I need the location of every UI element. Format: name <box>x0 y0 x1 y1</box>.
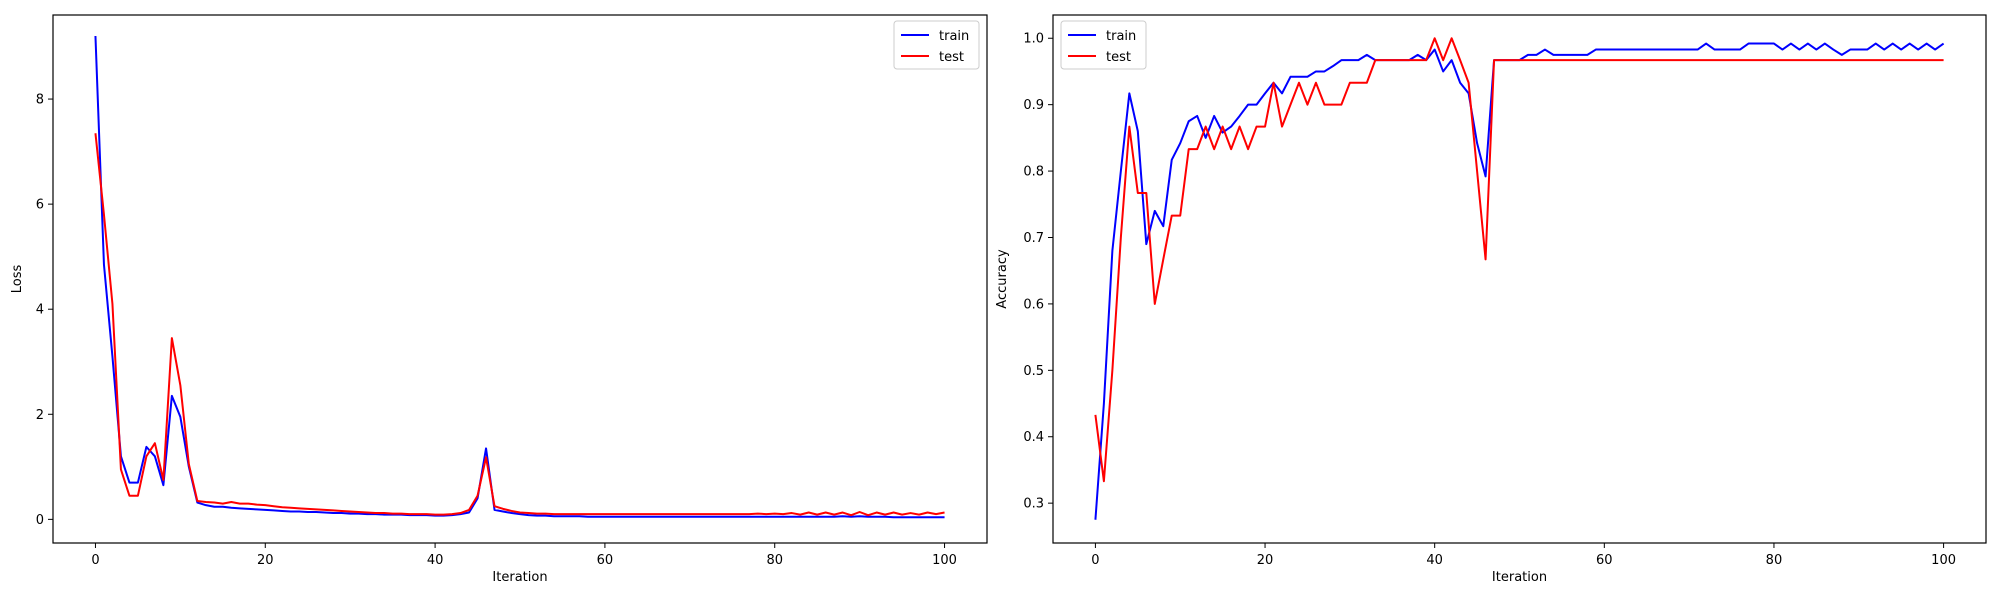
x-axis-label: Iteration <box>1492 570 1547 585</box>
series-line-train <box>94 35 945 519</box>
x-tick-label: 20 <box>1257 553 1274 568</box>
y-tick-label: 8 <box>36 93 44 108</box>
x-tick-label: 40 <box>427 553 444 568</box>
legend-label-test: test <box>1106 50 1131 65</box>
x-tick-label: 100 <box>1931 553 1956 568</box>
x-tick-label: 60 <box>597 553 614 568</box>
y-axis-label: Accuracy <box>995 249 1010 309</box>
y-axis-label: Loss <box>10 265 25 294</box>
y-tick-label: 2 <box>36 408 44 423</box>
series-line-test <box>94 133 945 517</box>
chart-panel-1: 0 20 40 60 80 100 0 2 4 6 8 Iteration Loss train test <box>10 14 988 585</box>
y-tick-label: 0 <box>36 513 44 528</box>
chart-panel-2: 0 20 40 60 80 100 0.3 0.4 0.5 0.6 0.7 0.8 0.9 1.0 Iter… <box>995 14 1987 585</box>
y-tick-label: 0.8 <box>1023 165 1044 180</box>
x-tick-label: 0 <box>91 553 99 568</box>
x-axis-label: Iteration <box>492 570 547 585</box>
x-tick-label: 20 <box>257 553 274 568</box>
y-tick-label: 1.0 <box>1023 32 1044 47</box>
plot-frame <box>52 14 988 544</box>
x-tick-label: 60 <box>1596 553 1613 568</box>
legend-label-train: train <box>1106 29 1136 44</box>
legend-label-test: test <box>939 50 964 65</box>
x-tick-label: 100 <box>932 553 957 568</box>
y-tick-label: 0.4 <box>1023 430 1044 445</box>
x-tick-label: 40 <box>1426 553 1443 568</box>
y-tick-label: 0.6 <box>1023 297 1044 312</box>
series-line-train <box>1094 42 1945 520</box>
plot-frame <box>1052 14 1987 544</box>
legend: train test <box>893 20 980 70</box>
x-tick-label: 80 <box>766 553 783 568</box>
legend: train test <box>1060 20 1147 70</box>
x-tick-label: 80 <box>1766 553 1783 568</box>
legend-label-train: train <box>939 29 969 44</box>
y-tick-label: 0.9 <box>1023 98 1044 113</box>
y-tick-label: 4 <box>36 303 44 318</box>
y-tick-label: 6 <box>36 198 44 213</box>
series-line-test <box>1094 37 1944 483</box>
y-tick-label: 0.7 <box>1023 231 1044 246</box>
x-tick-label: 0 <box>1091 553 1099 568</box>
y-tick-label: 0.3 <box>1023 497 1044 512</box>
y-tick-label: 0.5 <box>1023 364 1044 379</box>
